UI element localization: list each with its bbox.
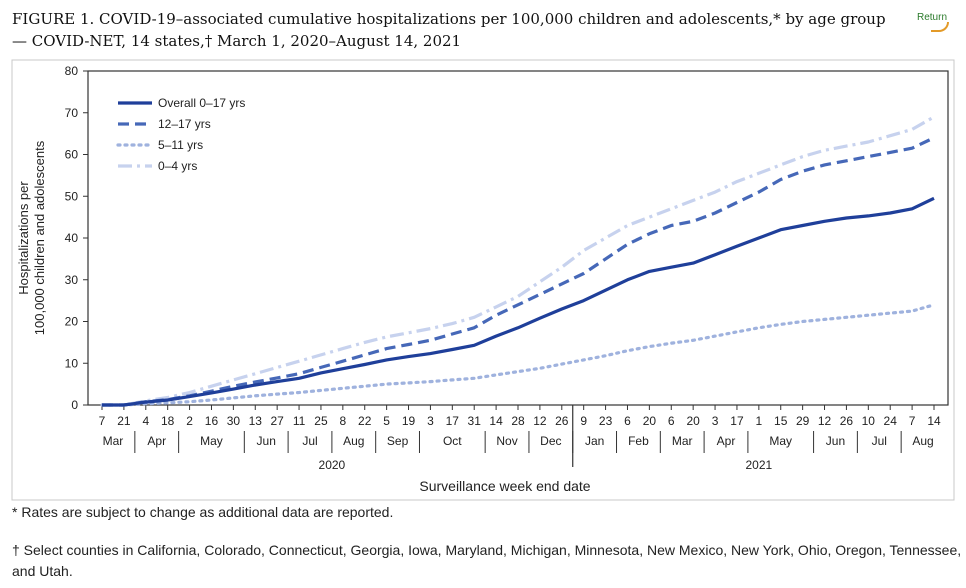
x-tick-label: 19	[402, 414, 416, 428]
x-tick-label: 2	[186, 414, 193, 428]
year-label: 2020	[319, 458, 346, 472]
y-axis-label: Hospitalizations per	[16, 181, 31, 295]
x-tick-label: 17	[446, 414, 460, 428]
month-label: Feb	[628, 434, 649, 448]
series-line	[100, 303, 936, 407]
x-tick-label: 11	[293, 414, 306, 428]
month-label: Sep	[387, 434, 409, 448]
legend-label: 12–17 yrs	[158, 117, 211, 131]
x-tick-label: 26	[555, 414, 569, 428]
legend-label: 0–4 yrs	[158, 159, 197, 173]
x-tick-label: 10	[862, 414, 876, 428]
month-label: Jul	[872, 434, 887, 448]
x-tick-label: 22	[358, 414, 372, 428]
month-label: May	[200, 434, 223, 448]
y-tick-label: 70	[65, 106, 79, 120]
y-tick-label: 40	[65, 231, 79, 245]
x-tick-label: 6	[624, 414, 631, 428]
x-tick-label: 4	[142, 414, 149, 428]
x-tick-label: 1	[755, 414, 762, 428]
series-line	[102, 136, 935, 407]
x-tick-label: 7	[909, 414, 916, 428]
month-label: Oct	[443, 434, 462, 448]
x-tick-label: 14	[927, 414, 941, 428]
x-tick-label: 26	[840, 414, 854, 428]
x-tick-label: 23	[599, 414, 613, 428]
x-tick-label: 15	[774, 414, 788, 428]
x-tick-label: 5	[383, 414, 390, 428]
month-label: Apr	[147, 434, 166, 448]
x-tick-label: 30	[227, 414, 241, 428]
month-label: Apr	[717, 434, 736, 448]
footnote-counties: † Select counties in California, Colorad…	[12, 542, 962, 579]
month-label: Mar	[103, 434, 124, 448]
x-tick-label: 20	[643, 414, 657, 428]
month-label: Jul	[302, 434, 317, 448]
month-label: Aug	[343, 434, 364, 448]
x-tick-label: 13	[249, 414, 263, 428]
legend-label: 5–11 yrs	[158, 138, 203, 152]
y-tick-label: 30	[65, 273, 79, 287]
x-tick-label: 21	[117, 414, 131, 428]
return-label: Return	[917, 12, 948, 23]
chart-frame	[11, 59, 955, 501]
month-label: Jun	[257, 434, 276, 448]
y-tick-label: 20	[65, 315, 79, 329]
x-tick-label: 17	[730, 414, 744, 428]
x-tick-label: 12	[818, 414, 832, 428]
y-tick-label: 80	[65, 64, 79, 78]
year-label: 2021	[745, 458, 772, 472]
month-label: Aug	[912, 434, 933, 448]
legend-label: Overall 0–17 yrs	[158, 96, 245, 110]
y-tick-label: 0	[71, 398, 78, 412]
x-tick-label: 18	[161, 414, 175, 428]
series-line	[102, 196, 935, 407]
x-tick-label: 16	[205, 414, 219, 428]
x-tick-label: 3	[712, 414, 719, 428]
x-axis-label: Surveillance week end date	[419, 478, 590, 494]
x-tick-label: 12	[533, 414, 547, 428]
month-label: Nov	[496, 434, 517, 448]
month-label: Dec	[540, 434, 561, 448]
x-tick-label: 7	[99, 414, 106, 428]
month-label: Jan	[585, 434, 604, 448]
x-tick-label: 31	[468, 414, 482, 428]
month-label: Jun	[826, 434, 845, 448]
y-tick-label: 50	[65, 189, 79, 203]
x-tick-label: 27	[270, 414, 284, 428]
x-tick-label: 14	[489, 414, 503, 428]
x-tick-label: 24	[884, 414, 898, 428]
x-tick-label: 6	[668, 414, 675, 428]
x-tick-label: 25	[314, 414, 328, 428]
x-tick-label: 20	[686, 414, 700, 428]
footnote-rates: * Rates are subject to change as additio…	[12, 504, 394, 520]
month-label: Mar	[672, 434, 693, 448]
series-line	[102, 115, 935, 407]
plot-area-border	[87, 70, 949, 406]
y-tick-label: 10	[65, 356, 79, 370]
x-tick-label: 8	[339, 414, 346, 428]
y-axis-label-continued: 100,000 children and adolescents	[32, 140, 47, 335]
y-tick-label: 60	[65, 148, 79, 162]
x-tick-label: 3	[427, 414, 434, 428]
x-tick-label: 9	[580, 414, 587, 428]
month-label: May	[769, 434, 792, 448]
x-tick-label: 28	[511, 414, 525, 428]
figure-title: FIGURE 1. COVID-19–associated cumulative…	[12, 10, 886, 50]
x-tick-label: 29	[796, 414, 810, 428]
